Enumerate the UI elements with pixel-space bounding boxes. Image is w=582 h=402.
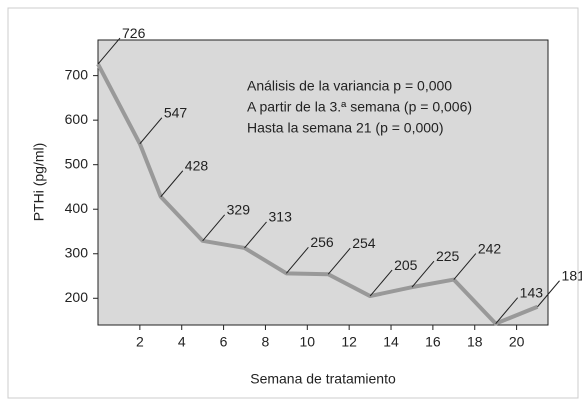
data-label: 256: [310, 234, 334, 250]
y-tick-label: 200: [65, 289, 89, 305]
x-tick-label: 18: [467, 334, 483, 350]
annotation: Análisis de la variancia p = 0,000: [247, 78, 452, 94]
data-line: [96, 63, 539, 326]
label-leader: [495, 297, 519, 324]
x-tick-label: 8: [262, 334, 270, 350]
label-leader: [244, 221, 267, 249]
x-tick-label: 6: [220, 334, 228, 350]
data-label: 225: [436, 248, 460, 264]
data-label: 726: [122, 25, 146, 41]
label-leader: [285, 247, 309, 274]
label-leader: [369, 269, 393, 297]
annotation: Hasta la semana 21 (p = 0,000): [247, 120, 444, 136]
x-tick-label: 14: [383, 334, 399, 350]
y-axis-label: PTHi (pg/ml): [31, 143, 47, 222]
x-tick-label: 20: [509, 334, 525, 350]
data-label: 254: [352, 235, 376, 251]
label-leader: [537, 280, 560, 308]
label-leader: [411, 260, 435, 288]
data-label: 143: [520, 284, 544, 300]
x-axis-label: Semana de tratamiento: [250, 371, 396, 387]
data-label: 205: [394, 257, 418, 273]
label-leader: [453, 253, 477, 280]
data-label: 428: [185, 157, 209, 173]
data-label: 181: [562, 267, 582, 283]
label-leader: [97, 37, 121, 65]
y-tick-label: 400: [65, 200, 89, 216]
y-tick-label: 300: [65, 244, 89, 260]
y-tick-label: 700: [65, 66, 89, 82]
label-leader: [160, 170, 184, 198]
label-leader: [139, 117, 163, 145]
data-label: 329: [227, 202, 251, 218]
annotation: A partir de la 3.ª semana (p = 0,006): [247, 99, 472, 115]
label-leader: [327, 247, 351, 275]
label-leader: [202, 214, 226, 242]
y-tick-label: 500: [65, 155, 89, 171]
x-tick-label: 12: [341, 334, 357, 350]
x-tick-label: 4: [178, 334, 186, 350]
data-label: 313: [269, 209, 293, 225]
y-tick-label: 600: [65, 111, 89, 127]
data-label: 547: [164, 104, 188, 120]
data-label: 242: [478, 240, 502, 256]
x-tick-label: 16: [425, 334, 441, 350]
x-tick-label: 10: [300, 334, 316, 350]
x-tick-label: 2: [136, 334, 144, 350]
